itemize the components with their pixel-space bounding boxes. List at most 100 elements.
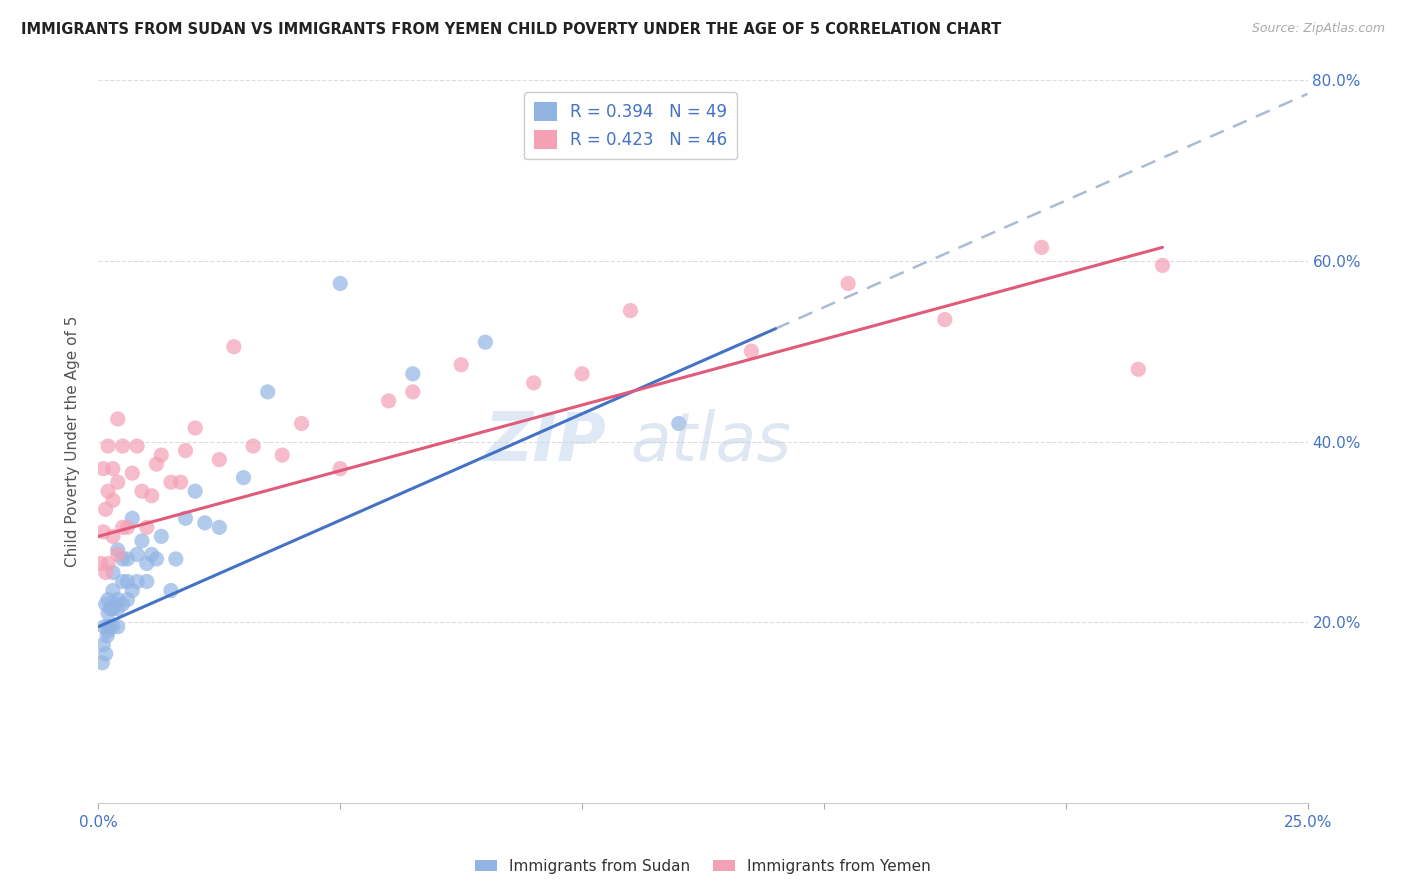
Point: [101, 493, 124, 508]
Legend: R = 0.394   N = 49, R = 0.423   N = 46: R = 0.394 N = 49, R = 0.423 N = 46: [523, 92, 737, 159]
Point: [111, 574, 134, 589]
Point: [135, 557, 157, 571]
Point: [145, 552, 167, 566]
Point: [127, 574, 149, 589]
Point: [107, 412, 129, 426]
Y-axis label: Child Poverty Under the Age of 5: Child Poverty Under the Age of 5: [65, 316, 80, 567]
Point: [107, 620, 129, 634]
Point: [121, 466, 143, 480]
Point: [329, 277, 352, 291]
Point: [169, 475, 191, 490]
Point: [150, 448, 173, 462]
Point: [222, 340, 245, 354]
Point: [111, 520, 134, 534]
Point: [97, 557, 120, 571]
Point: [121, 583, 143, 598]
Point: [97, 620, 120, 634]
Point: [571, 367, 593, 381]
Point: [111, 597, 134, 611]
Point: [117, 574, 139, 589]
Point: [97, 606, 120, 620]
Point: [101, 461, 124, 475]
Point: [100, 601, 122, 615]
Text: Source: ZipAtlas.com: Source: ZipAtlas.com: [1251, 22, 1385, 36]
Point: [619, 303, 641, 318]
Point: [668, 417, 690, 431]
Point: [111, 439, 134, 453]
Point: [131, 484, 153, 499]
Point: [135, 574, 157, 589]
Point: [90, 557, 112, 571]
Point: [402, 384, 425, 399]
Point: [98, 620, 121, 634]
Point: [97, 624, 120, 639]
Text: ZIP: ZIP: [485, 409, 606, 475]
Point: [208, 452, 231, 467]
Point: [1031, 240, 1053, 254]
Point: [194, 516, 217, 530]
Point: [174, 443, 197, 458]
Point: [450, 358, 472, 372]
Point: [256, 384, 278, 399]
Point: [91, 461, 114, 475]
Point: [107, 475, 129, 490]
Point: [101, 601, 124, 615]
Point: [96, 629, 118, 643]
Point: [101, 529, 124, 543]
Point: [101, 620, 124, 634]
Point: [934, 312, 956, 326]
Point: [740, 344, 762, 359]
Point: [160, 583, 183, 598]
Point: [141, 548, 163, 562]
Point: [474, 335, 496, 350]
Point: [94, 597, 117, 611]
Point: [97, 592, 120, 607]
Point: [141, 489, 163, 503]
Point: [94, 566, 117, 580]
Point: [184, 484, 207, 499]
Point: [377, 393, 399, 408]
Point: [208, 520, 231, 534]
Point: [107, 548, 129, 562]
Point: [121, 511, 143, 525]
Point: [135, 520, 157, 534]
Point: [184, 421, 207, 435]
Point: [94, 502, 117, 516]
Point: [127, 439, 149, 453]
Point: [91, 638, 114, 652]
Point: [101, 583, 124, 598]
Point: [91, 524, 114, 539]
Point: [97, 439, 120, 453]
Point: [104, 597, 127, 611]
Point: [160, 475, 183, 490]
Point: [150, 529, 173, 543]
Point: [174, 511, 197, 525]
Point: [1128, 362, 1150, 376]
Text: atlas: atlas: [630, 409, 792, 475]
Point: [837, 277, 859, 291]
Point: [97, 484, 120, 499]
Point: [91, 656, 114, 670]
Point: [165, 552, 187, 566]
Point: [145, 457, 167, 471]
Point: [131, 533, 153, 548]
Legend: Immigrants from Sudan, Immigrants from Yemen: Immigrants from Sudan, Immigrants from Y…: [470, 853, 936, 880]
Point: [101, 566, 124, 580]
Point: [290, 417, 312, 431]
Point: [94, 647, 117, 661]
Point: [117, 520, 139, 534]
Point: [523, 376, 546, 390]
Point: [329, 461, 352, 475]
Point: [127, 548, 149, 562]
Point: [242, 439, 264, 453]
Point: [402, 367, 425, 381]
Point: [232, 471, 254, 485]
Text: IMMIGRANTS FROM SUDAN VS IMMIGRANTS FROM YEMEN CHILD POVERTY UNDER THE AGE OF 5 : IMMIGRANTS FROM SUDAN VS IMMIGRANTS FROM…: [21, 22, 1001, 37]
Point: [107, 601, 129, 615]
Point: [111, 552, 134, 566]
Point: [117, 592, 139, 607]
Point: [1152, 259, 1174, 273]
Point: [117, 552, 139, 566]
Point: [93, 620, 115, 634]
Point: [271, 448, 294, 462]
